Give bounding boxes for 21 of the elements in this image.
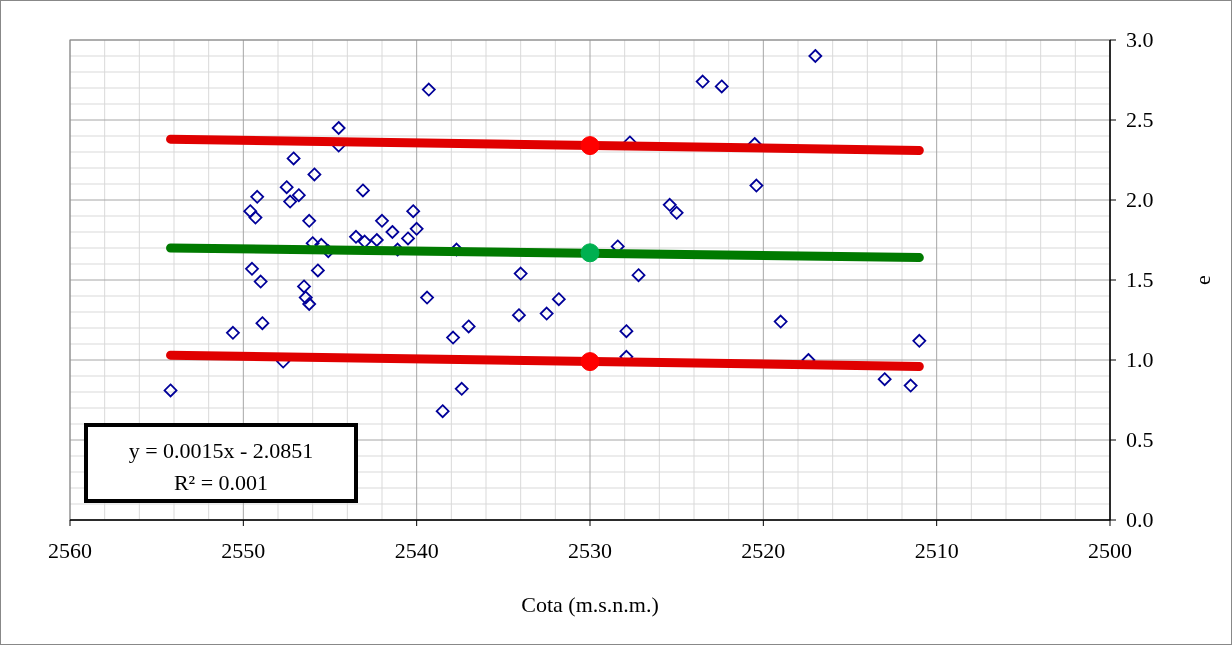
y-tick-label: 2.0	[1126, 187, 1154, 212]
y-tick-label: 2.5	[1126, 107, 1154, 132]
point	[580, 243, 600, 263]
x-tick-label: 2550	[221, 538, 266, 563]
point	[580, 136, 600, 156]
y-tick-label: 3.0	[1126, 27, 1154, 52]
y-axis-title: e	[1190, 275, 1215, 285]
x-tick-label: 2520	[741, 538, 786, 563]
x-tick-label: 2530	[568, 538, 612, 563]
annotation: R² = 0.001	[173, 470, 269, 495]
annotation: y = 0.0015x - 2.0851	[128, 438, 314, 463]
y-tick-label: 1.5	[1126, 267, 1154, 292]
y-tick-label: 0.0	[1126, 507, 1154, 532]
point	[580, 352, 600, 372]
x-tick-label: 2510	[914, 538, 959, 563]
x-tick-label: 2540	[394, 538, 439, 563]
x-tick-label: 2500	[1088, 538, 1132, 563]
x-tick-label: 2560	[48, 538, 92, 563]
x-axis-title: Cota (m.s.n.m.)	[521, 592, 659, 617]
y-tick-label: 1.0	[1126, 347, 1154, 372]
y-tick-label: 0.5	[1126, 427, 1154, 452]
